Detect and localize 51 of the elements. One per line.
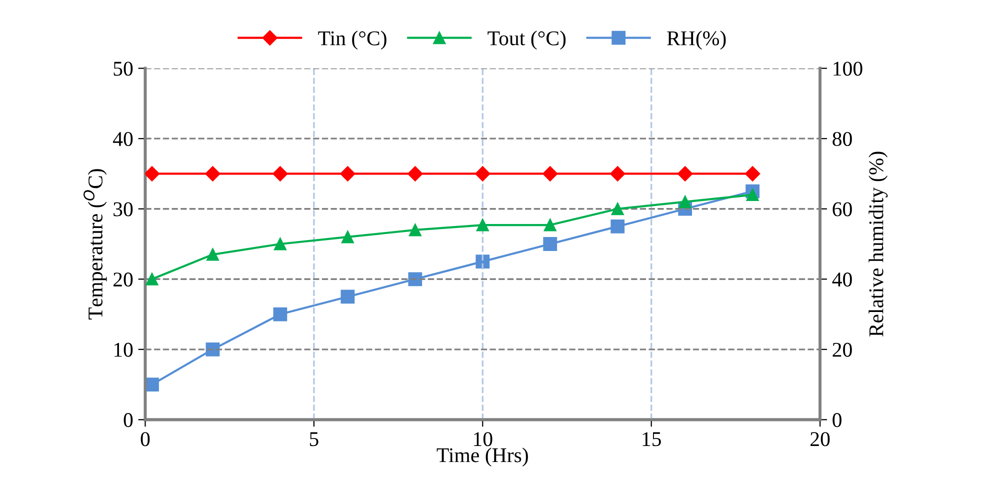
point	[476, 218, 489, 232]
y-tick-label: 0	[124, 413, 133, 428]
point	[542, 166, 558, 182]
point	[611, 202, 624, 216]
y-tick-label: 30	[114, 202, 133, 216]
legend-label: Tin (°C)	[318, 30, 386, 50]
y2-tick-label: 0	[832, 413, 842, 428]
point	[146, 272, 158, 286]
point	[610, 166, 626, 182]
x-tick-label: 5	[310, 432, 318, 446]
point	[610, 219, 625, 234]
x-tick-label: 20	[810, 432, 830, 446]
y-tick-label: 50	[114, 62, 133, 76]
x-tick-label: 0	[140, 432, 150, 446]
y-tick-label: 10	[114, 342, 133, 357]
point	[272, 166, 288, 182]
y2-tick-label: 40	[832, 272, 852, 287]
point	[206, 342, 220, 356]
point	[543, 237, 558, 251]
y2-tick-label: 20	[832, 342, 852, 357]
point	[678, 196, 692, 208]
y-tick-label: 40	[113, 132, 133, 146]
point	[340, 290, 355, 304]
point	[476, 254, 490, 269]
point	[746, 188, 759, 202]
point	[678, 166, 693, 182]
x-tick-label: 10	[474, 432, 492, 446]
point	[273, 307, 288, 322]
point	[544, 218, 556, 232]
point	[274, 238, 286, 250]
point	[408, 272, 422, 286]
point	[145, 378, 159, 392]
legend-label: RH(%)	[667, 30, 726, 50]
point	[205, 166, 220, 182]
y2-axis-title: Relative humidity (%)	[868, 152, 888, 337]
point	[475, 166, 490, 182]
y-tick-label: 20	[114, 272, 133, 287]
point	[206, 248, 219, 261]
point	[341, 230, 354, 244]
x-tick-label: 15	[642, 432, 661, 446]
y2-tick-label: 60	[832, 202, 852, 216]
y2-tick-label: 100	[834, 62, 862, 76]
point	[340, 166, 356, 182]
y-axis-title: Temperature ($^{O}$C)	[84, 169, 107, 320]
point	[145, 166, 160, 182]
point	[408, 166, 423, 182]
y2-tick-label: 80	[832, 132, 852, 146]
x-axis-title: Time (Hrs)	[436, 448, 528, 466]
legend-label: Tout (°C)	[488, 30, 566, 50]
point	[408, 224, 422, 236]
point	[744, 166, 760, 182]
